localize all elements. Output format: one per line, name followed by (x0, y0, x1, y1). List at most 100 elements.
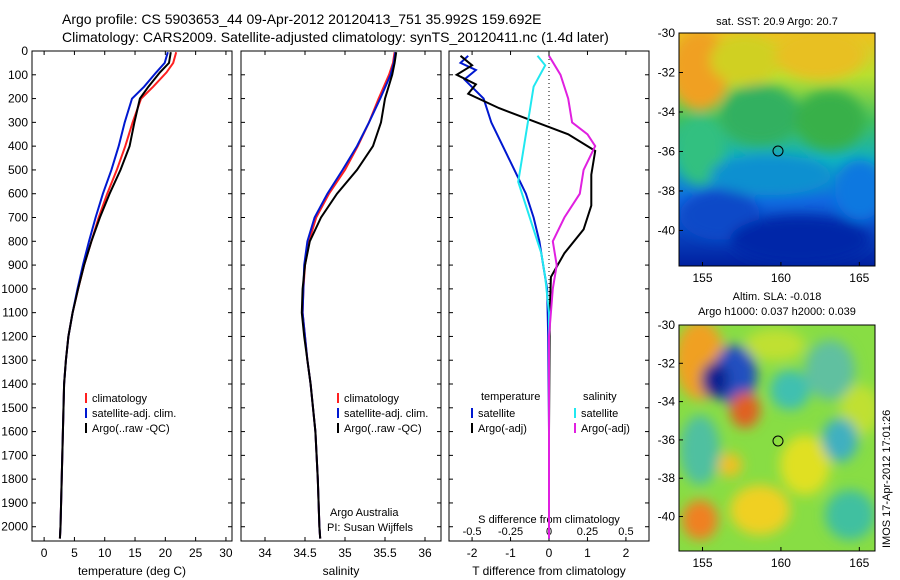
sla-map-frame (678, 324, 876, 552)
map-y-tick-label: -38 (658, 184, 676, 198)
depth-tick-label: 1100 (2, 306, 28, 320)
depth-tick-label: 300 (8, 115, 28, 129)
depth-tick-label: 600 (8, 187, 28, 201)
map-x-tick-label: 155 (693, 556, 713, 570)
map-y-tick-label: -30 (658, 26, 676, 40)
salinity-tick-label: 0.5 (618, 526, 633, 538)
header-line2: Climatology: CARS2009. Satellite-adjuste… (62, 29, 609, 45)
salinity-tick-label: -0.25 (498, 526, 523, 538)
x-tick-label: 34.5 (293, 546, 317, 560)
map-x-tick-label: 160 (771, 271, 791, 285)
depth-tick-label: 2000 (1, 520, 28, 534)
map-x-tick-label: 160 (771, 556, 791, 570)
sla-argo-marker (772, 435, 784, 447)
series-line-S-satellite (517, 55, 550, 539)
depth-tick-label: 1000 (1, 282, 28, 296)
x-tick-label: 5 (71, 546, 78, 560)
x-tick-label: -1 (505, 546, 516, 560)
series-line-argo (58, 52, 172, 539)
depth-tick-label: 700 (8, 211, 28, 225)
x-tick-label: 15 (128, 546, 142, 560)
map-y-tick-label: -38 (658, 471, 676, 485)
x-tick-label: 36 (418, 546, 432, 560)
legend-label: satellite-adj. clim. (92, 408, 176, 420)
sst-map-ticks: 155 160 165 -30 -32 -34 -36 -38 -40 (658, 26, 870, 285)
map-y-tick-label: -32 (658, 65, 676, 79)
legend-label: satellite-adj. clim. (344, 408, 428, 420)
depth-tick-label: 100 (8, 68, 28, 82)
map-y-tick-label: -36 (658, 144, 676, 158)
legend-label: Argo(..raw -QC) (344, 423, 422, 435)
x-tick-label: 20 (159, 546, 173, 560)
x-tick-label: 1 (584, 546, 591, 560)
x-tick-label: -2 (467, 546, 478, 560)
x-tick-label: 35 (338, 546, 352, 560)
legend-label: Argo(..raw -QC) (92, 423, 170, 435)
x-axis-label: T difference from climatology (472, 564, 626, 578)
map-y-tick-label: -34 (658, 395, 676, 409)
x-tick-label: 25 (189, 546, 203, 560)
legend-label: satellite (581, 408, 618, 420)
x-tick-label: 34 (258, 546, 272, 560)
annotation-line2: PI: Susan Wijffels (327, 522, 413, 534)
legend-label: Argo(-adj) (581, 423, 630, 435)
sla-map-image (679, 325, 875, 551)
depth-tick-label: 0 (21, 44, 28, 58)
header-line1: Argo profile: CS 5903653_44 09-Apr-2012 … (62, 11, 542, 27)
salinity-tick-label: 0.25 (577, 526, 598, 538)
sst-map-title: sat. SST: 20.9 Argo: 20.7 (716, 16, 838, 28)
legend-label: climatology (92, 393, 148, 405)
x-tick-label: 10 (98, 546, 112, 560)
depth-tick-label: 900 (8, 258, 28, 272)
salinity-tick-label: -0.5 (463, 526, 482, 538)
x-axis-label: temperature (deg C) (78, 564, 186, 578)
x-tick-label: 35.5 (373, 546, 397, 560)
x-tick-label: 30 (219, 546, 233, 560)
x-tick-label: 2 (623, 546, 630, 560)
temperature-panel: 0100200300400500600700800900100011001200… (1, 44, 233, 578)
x-tick-label: 0 (41, 546, 48, 560)
depth-tick-label: 400 (8, 139, 28, 153)
x-tick-label: 0 (546, 546, 553, 560)
legend-label: climatology (344, 393, 400, 405)
plot-frame (240, 50, 442, 542)
x-axis-label: salinity (323, 564, 360, 578)
map-y-tick-label: -30 (658, 318, 676, 332)
plot-frame (31, 50, 233, 542)
map-y-tick-label: -40 (658, 510, 676, 524)
map-x-tick-label: 155 (693, 271, 713, 285)
sst-map-image (679, 33, 875, 266)
depth-tick-label: 1200 (1, 329, 28, 343)
sst-map-frame (678, 32, 876, 267)
map-y-tick-label: -36 (658, 433, 676, 447)
sla-map-title2: Argo h1000: 0.037 h2000: 0.039 (698, 306, 856, 318)
depth-tick-label: 1600 (1, 425, 28, 439)
sst-argo-marker (772, 145, 784, 157)
depth-tick-label: 800 (8, 234, 28, 248)
depth-tick-label: 500 (8, 163, 28, 177)
footer-stamp: IMOS 17-Apr-2012 17:01:26 (881, 410, 893, 548)
depth-tick-label: 200 (8, 92, 28, 106)
legend-label: Argo(-adj) (478, 423, 527, 435)
map-x-tick-label: 165 (849, 556, 869, 570)
sla-map-ticks: 155 160 165 -30 -32 -34 -36 -38 -40 (658, 318, 870, 570)
map-y-tick-label: -40 (658, 223, 676, 237)
series-line-T-argo (454, 55, 597, 539)
depth-tick-label: 1500 (1, 401, 28, 415)
depth-tick-label: 1800 (1, 472, 28, 486)
sla-map-panel: Altim. SLA: -0.018 Argo h1000: 0.037 h20… (658, 291, 876, 570)
sla-map-title1: Altim. SLA: -0.018 (733, 291, 822, 303)
annotation-line1: Argo Australia (330, 507, 399, 519)
depth-tick-label: 1900 (1, 496, 28, 510)
depth-tick-label: 1300 (1, 353, 28, 367)
series-line-S-argo (548, 55, 597, 539)
map-y-tick-label: -34 (658, 105, 676, 119)
legend-title-salinity: salinity (583, 391, 617, 403)
difference-panel: -2 -1 0 1 2-0.5 -0.25 0 0.25 0.5S difference fro… (448, 50, 650, 578)
depth-tick-label: 1400 (1, 377, 28, 391)
salinity-panel: 34 34.5 35 35.5 36 salinity climatology satelli… (240, 50, 442, 578)
series-line-argo (300, 52, 398, 539)
sst-map-panel: sat. SST: 20.9 Argo: 20.7 155 160 165 -30 -3… (658, 16, 876, 285)
